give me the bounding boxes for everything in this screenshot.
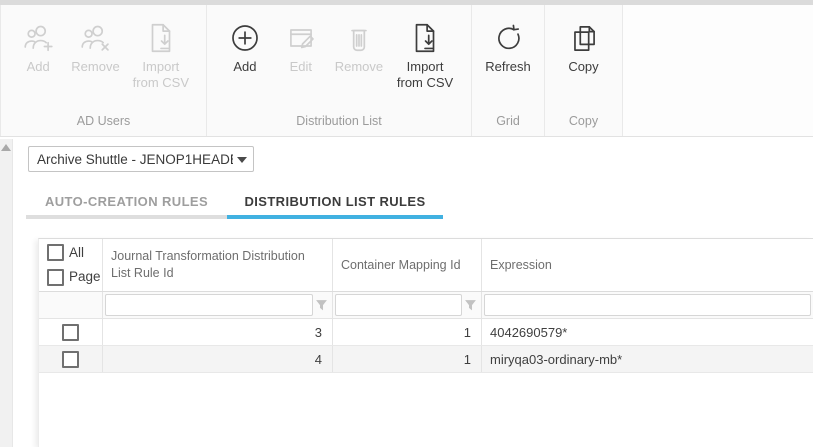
row-select-cell bbox=[39, 319, 103, 345]
distribution-list-rules-grid: All Page Journal Transformation Distribu… bbox=[38, 238, 813, 447]
ribbon-button-label: Remove bbox=[334, 59, 384, 74]
ribbon-group-caption: Grid bbox=[496, 114, 520, 128]
copy-icon bbox=[567, 21, 601, 55]
mapping-dropdown-value: Archive Shuttle - JENOP1HEADERS02 [( bbox=[37, 151, 233, 167]
column-header-expression[interactable]: Expression bbox=[490, 257, 552, 272]
ribbon-button-label: Add bbox=[233, 59, 257, 74]
cell-rule-id: 4 bbox=[103, 346, 333, 372]
refresh-icon bbox=[491, 21, 525, 55]
grid-row[interactable]: 4 1 miryqa03-ordinary-mb* bbox=[39, 346, 813, 373]
ribbon-toolbar: Add Remove bbox=[0, 5, 813, 137]
ribbon-button-label: Remove bbox=[71, 59, 120, 74]
grid-filter-row bbox=[39, 292, 813, 319]
select-page-control: Page bbox=[47, 268, 101, 286]
select-page-checkbox[interactable] bbox=[47, 268, 64, 286]
cell-rule-id: 3 bbox=[103, 319, 333, 345]
person-remove-icon bbox=[78, 21, 112, 55]
ad-users-import-csv-button[interactable]: Import from CSV bbox=[131, 21, 191, 92]
filter-cell-expression bbox=[482, 292, 813, 318]
select-all-control: All bbox=[47, 244, 84, 262]
distribution-list-import-csv-button[interactable]: Import from CSV bbox=[395, 21, 455, 92]
dropdown-arrow-icon bbox=[237, 157, 247, 163]
circle-plus-icon bbox=[228, 21, 262, 55]
ribbon-button-label: Import from CSV bbox=[396, 59, 454, 91]
ribbon-group-copy: Copy Copy bbox=[545, 5, 623, 136]
ribbon-button-label: Copy bbox=[568, 59, 599, 74]
grid-row[interactable]: 3 1 4042690579* bbox=[39, 319, 813, 346]
select-page-label: Page bbox=[69, 269, 101, 284]
mapping-dropdown[interactable]: Archive Shuttle - JENOP1HEADERS02 [( bbox=[28, 146, 254, 172]
import-csv-icon bbox=[144, 21, 178, 55]
edit-icon bbox=[284, 21, 318, 55]
ribbon-button-label: Refresh bbox=[485, 59, 531, 74]
filter-cell-container-mapping-id bbox=[333, 292, 482, 318]
ribbon-group-caption: AD Users bbox=[76, 114, 131, 128]
row-checkbox[interactable] bbox=[62, 323, 79, 341]
import-csv-icon bbox=[408, 21, 442, 55]
refresh-button[interactable]: Refresh bbox=[485, 21, 531, 75]
row-select-cell bbox=[39, 346, 103, 372]
cell-container-mapping-id: 1 bbox=[333, 346, 482, 372]
column-header-container-mapping-id[interactable]: Container Mapping Id bbox=[333, 239, 482, 291]
grid-select-header-cell: All Page bbox=[39, 239, 103, 291]
filter-cell-rule-id bbox=[103, 292, 333, 318]
select-all-label: All bbox=[69, 244, 85, 260]
cell-expression: 4042690579* bbox=[490, 324, 568, 340]
person-add-icon bbox=[21, 21, 55, 55]
grid-header-row: All Page Journal Transformation Distribu… bbox=[39, 239, 813, 292]
row-checkbox[interactable] bbox=[62, 350, 79, 368]
ribbon-button-label: Add bbox=[26, 59, 50, 74]
ribbon-button-label: Import from CSV bbox=[132, 59, 190, 91]
filter-input-container-mapping-id[interactable] bbox=[335, 294, 462, 316]
tab-distribution-list-rules[interactable]: DISTRIBUTION LIST RULES bbox=[227, 188, 443, 219]
funnel-icon[interactable] bbox=[315, 299, 328, 312]
distribution-list-remove-button[interactable]: Remove bbox=[335, 21, 383, 75]
ribbon-group-grid: Refresh Grid bbox=[472, 5, 545, 136]
ad-users-add-button[interactable]: Add bbox=[16, 21, 60, 75]
ribbon-empty-area bbox=[623, 5, 813, 136]
ribbon-group-distribution-list: Add Edit bbox=[207, 5, 472, 136]
ribbon-group-ad-users: Add Remove bbox=[0, 5, 207, 136]
ribbon-button-label: Edit bbox=[289, 59, 313, 74]
tab-auto-creation-rules[interactable]: AUTO-CREATION RULES bbox=[26, 188, 227, 219]
select-all-checkbox[interactable] bbox=[47, 244, 64, 262]
vertical-scrollbar[interactable] bbox=[0, 139, 13, 447]
column-header-rule-id[interactable]: Journal Transformation Distribution List… bbox=[103, 239, 333, 291]
distribution-list-add-button[interactable]: Add bbox=[223, 21, 267, 75]
ad-users-remove-button[interactable]: Remove bbox=[71, 21, 120, 75]
top-divider bbox=[0, 0, 813, 5]
distribution-list-edit-button[interactable]: Edit bbox=[279, 21, 323, 75]
cell-container-mapping-id: 1 bbox=[333, 319, 482, 345]
ribbon-group-caption: Distribution List bbox=[296, 114, 382, 128]
funnel-icon[interactable] bbox=[464, 299, 477, 312]
scroll-up-arrow-icon[interactable] bbox=[1, 144, 11, 151]
rules-tab-bar: AUTO-CREATION RULES DISTRIBUTION LIST RU… bbox=[26, 188, 443, 219]
cell-expression: miryqa03-ordinary-mb* bbox=[490, 351, 623, 367]
copy-button[interactable]: Copy bbox=[562, 21, 606, 75]
trash-icon bbox=[342, 21, 376, 55]
ribbon-group-caption: Copy bbox=[568, 114, 599, 128]
filter-input-expression[interactable] bbox=[484, 294, 811, 316]
filter-input-rule-id[interactable] bbox=[105, 294, 313, 316]
filter-empty-cell bbox=[39, 292, 103, 318]
